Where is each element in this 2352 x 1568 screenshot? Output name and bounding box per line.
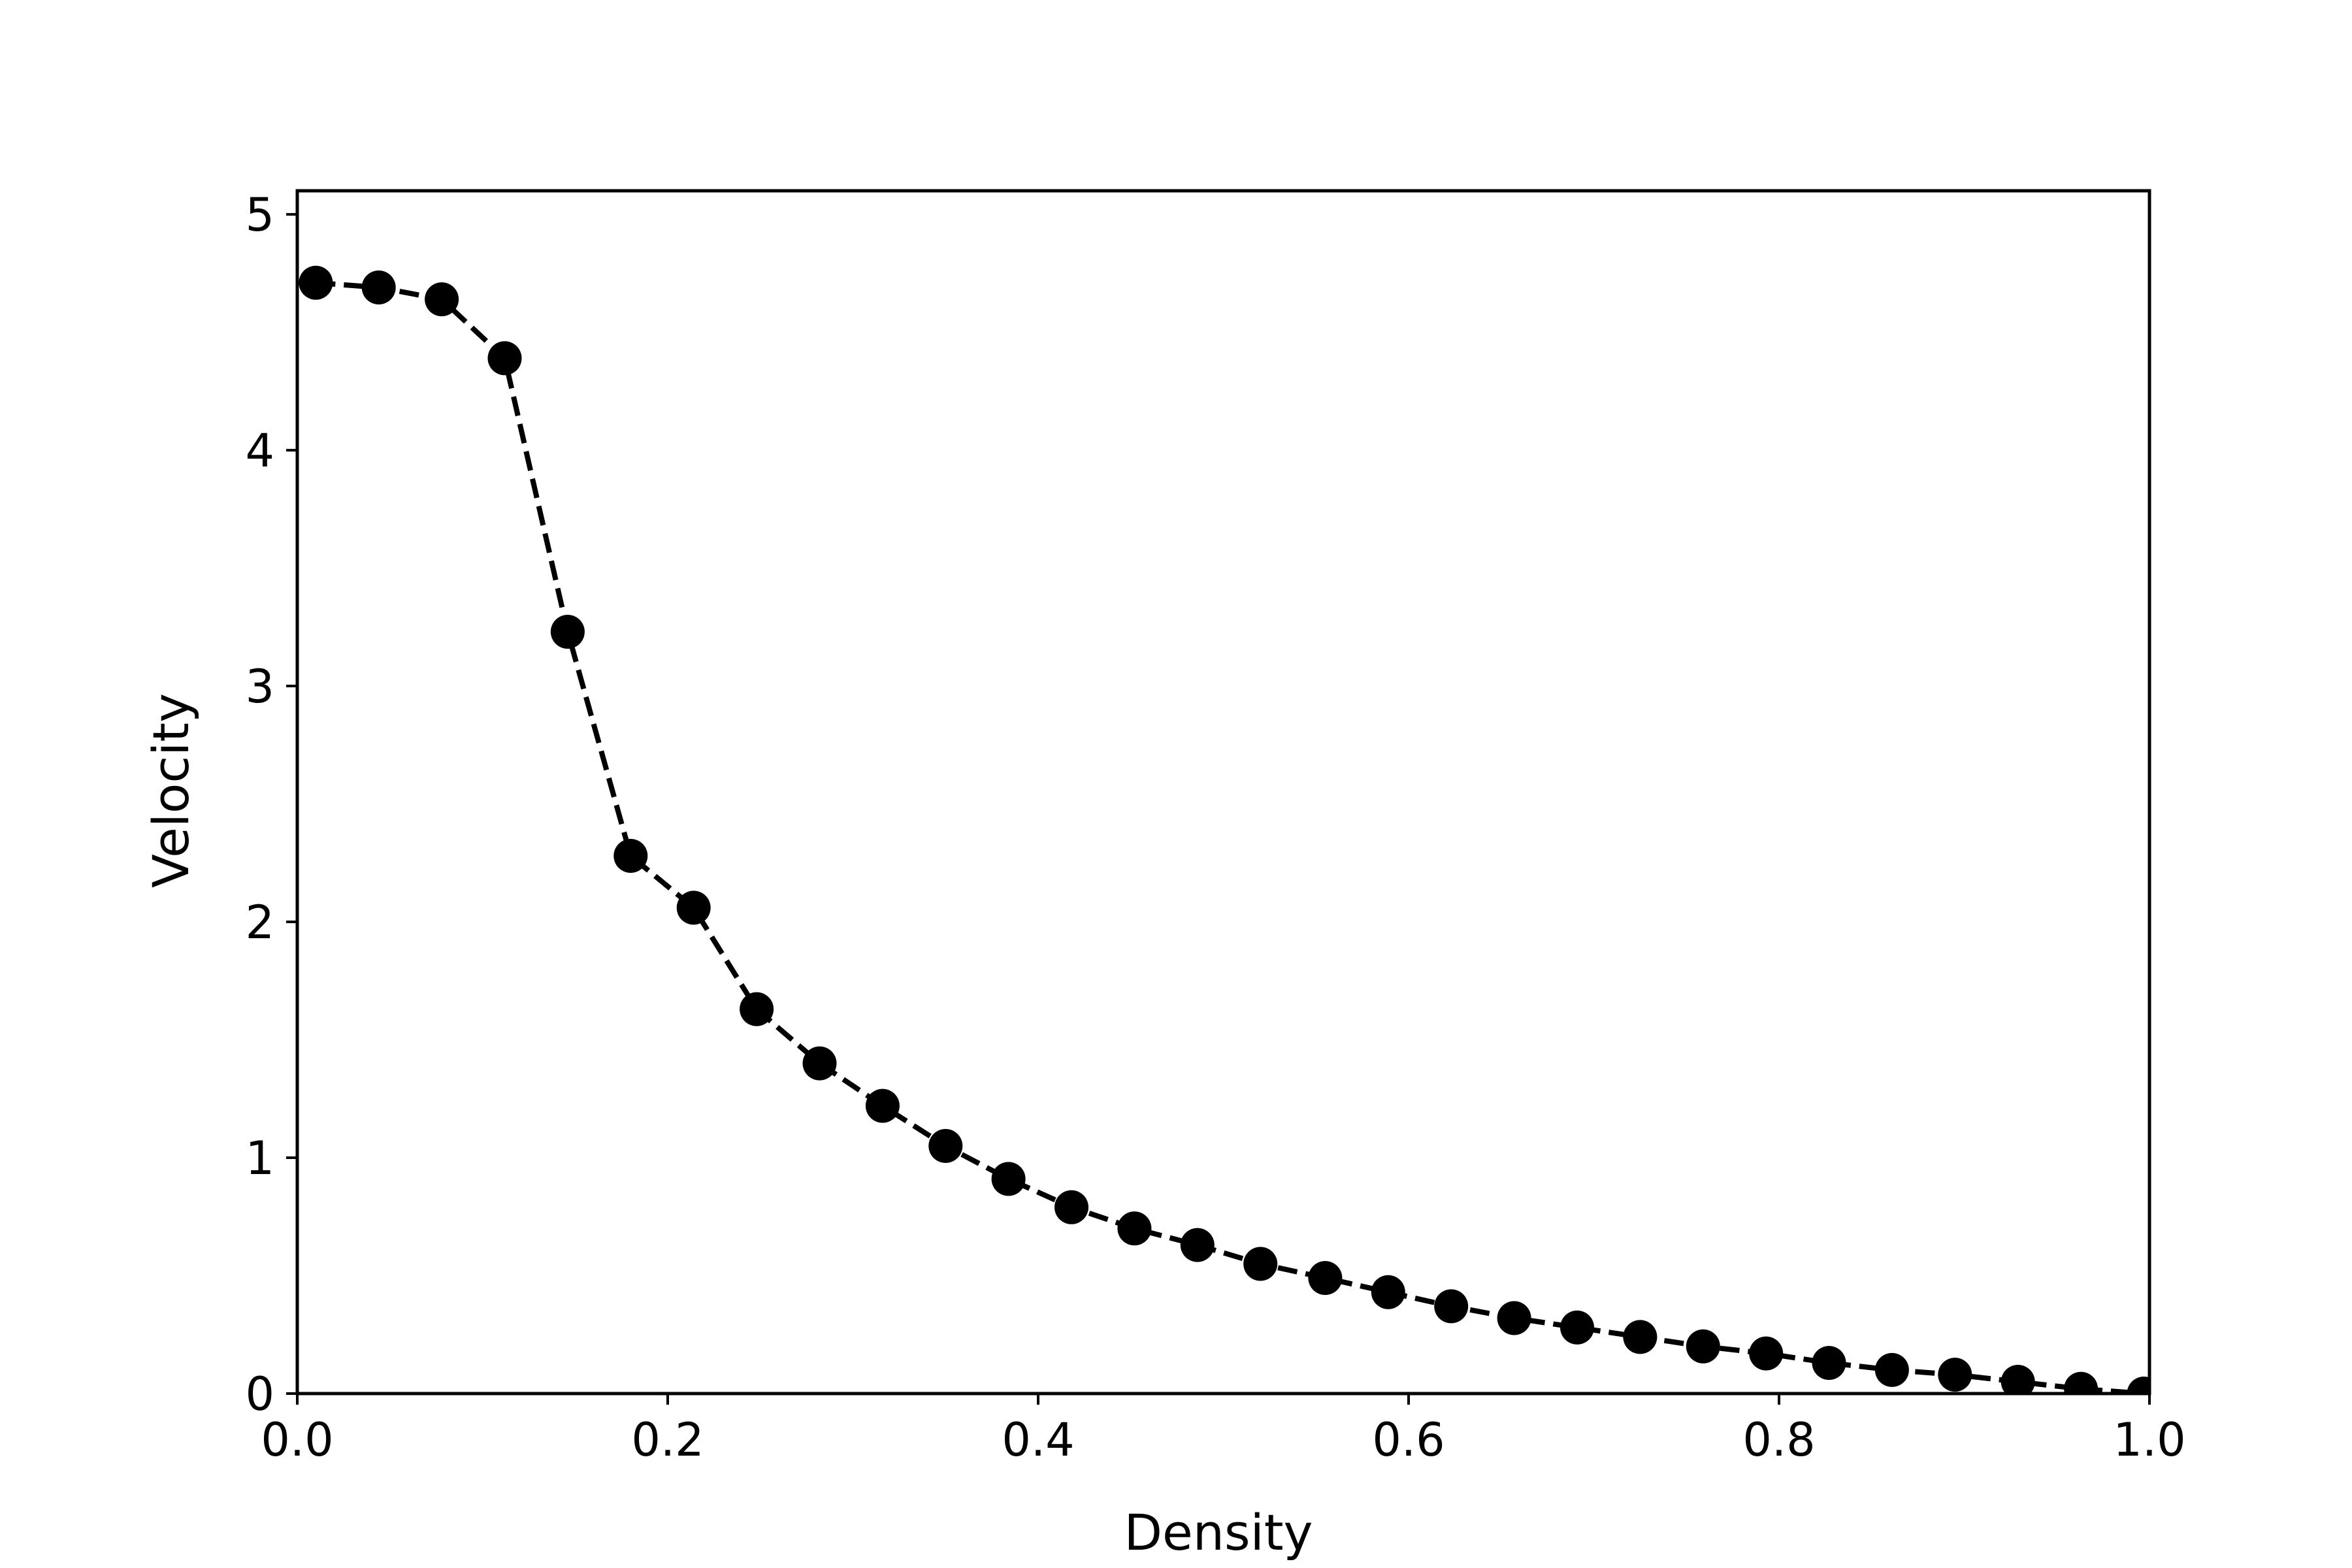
data-point (1371, 1275, 1405, 1309)
data-point (299, 265, 333, 300)
data-point (1308, 1261, 1343, 1296)
data-point (487, 341, 522, 376)
data-point (1686, 1329, 1720, 1364)
data-point (740, 992, 774, 1026)
data-point (1117, 1211, 1152, 1246)
data-point (1180, 1228, 1215, 1262)
x-tick-label: 0.8 (1742, 1413, 1815, 1467)
x-tick-label: 0.6 (1372, 1413, 1445, 1467)
series-group (299, 265, 2149, 1394)
data-point (1623, 1320, 1658, 1354)
x-tick-label: 1.0 (2113, 1413, 2185, 1467)
data-point (2001, 1365, 2035, 1394)
data-point (1243, 1247, 1278, 1281)
y-axis-label: Velocity (142, 693, 200, 888)
y-tick-label: 2 (245, 896, 274, 949)
data-point (1749, 1336, 1784, 1371)
data-point (2127, 1377, 2149, 1394)
x-tick-label: 0.4 (1002, 1413, 1074, 1467)
axis-ticks: 0.0 0.2 0.4 0.6 0.8 1.0 0 1 2 3 4 5 (245, 188, 2185, 1467)
data-point (613, 839, 648, 873)
data-point (1054, 1190, 1088, 1224)
y-tick-label: 5 (245, 188, 274, 242)
data-point (1812, 1346, 1846, 1380)
data-point (1874, 1352, 1909, 1387)
data-point (2064, 1371, 2099, 1394)
series-line (316, 280, 2144, 1394)
axes-frame (295, 189, 2151, 1396)
data-point (676, 890, 711, 925)
data-point (991, 1162, 1026, 1196)
plot-area (295, 189, 2151, 1396)
data-point (361, 270, 396, 304)
x-axis-label: Density (1124, 1503, 1313, 1561)
data-point (1938, 1358, 1972, 1392)
data-point (550, 615, 585, 649)
x-tick-label: 0.2 (631, 1413, 704, 1467)
y-tick-label: 1 (245, 1132, 274, 1185)
data-point (1560, 1310, 1594, 1345)
data-point (1434, 1289, 1469, 1324)
y-tick-label: 3 (245, 660, 274, 713)
data-point (425, 282, 459, 317)
x-tick-label: 0.0 (261, 1413, 333, 1467)
data-point (928, 1129, 963, 1163)
data-point (865, 1088, 900, 1123)
y-tick-label: 0 (245, 1367, 274, 1421)
data-point (802, 1046, 837, 1081)
data-point (1497, 1301, 1531, 1335)
y-tick-label: 4 (245, 424, 274, 478)
